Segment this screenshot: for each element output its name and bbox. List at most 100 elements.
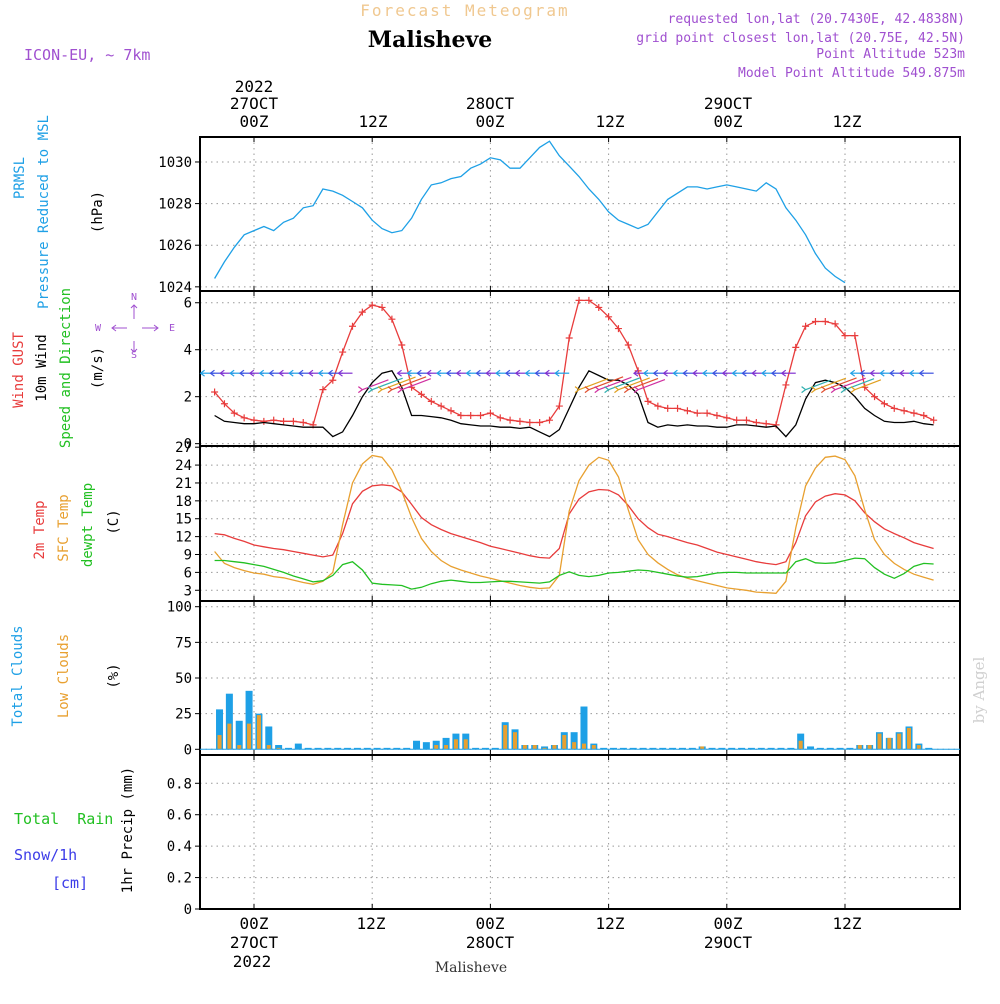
gust-marker xyxy=(319,386,327,394)
wind-arrow-head xyxy=(721,369,728,377)
wind-arrow-head xyxy=(475,369,481,377)
gust-marker xyxy=(683,407,691,415)
wind-arrow-head xyxy=(485,369,491,377)
gust-marker xyxy=(595,303,603,311)
low-cloud-bar xyxy=(463,739,468,750)
wind-arrow-head xyxy=(298,369,304,377)
wind-arrow-head xyxy=(288,369,294,377)
gust-marker xyxy=(417,390,425,398)
wind-arrow-head xyxy=(219,369,225,377)
panel-frame xyxy=(199,445,961,602)
gust-marker xyxy=(260,417,268,425)
total-cloud-bar xyxy=(846,747,854,750)
low-cloud-bar xyxy=(276,747,281,750)
wind-arrow-head xyxy=(455,369,462,377)
total-cloud-bar xyxy=(383,747,391,750)
wind-arrow xyxy=(371,377,403,391)
wind-arrow-head xyxy=(731,369,737,377)
pressure-series-line xyxy=(214,140,846,284)
top-time-label: 12Z xyxy=(596,112,625,131)
gust-marker xyxy=(811,318,819,326)
total-cloud-bar xyxy=(826,747,834,750)
bottom-date-3: 29OCT xyxy=(704,933,753,952)
wind-arrow-head xyxy=(780,369,787,377)
wind-arrow-head xyxy=(524,369,531,377)
gust-marker xyxy=(664,404,672,412)
wind-arrow-head xyxy=(849,369,856,377)
gust-marker xyxy=(605,313,613,321)
wind-unit: (m/s) xyxy=(90,347,106,389)
total-cloud-bar xyxy=(275,745,283,750)
low-cloud-bar xyxy=(227,723,232,750)
gust-marker xyxy=(792,343,800,351)
low-cloud-bar xyxy=(867,745,872,750)
total-cloud-bar xyxy=(225,693,233,750)
bottom-time-label: 12Z xyxy=(833,914,862,933)
total-cloud-bar xyxy=(294,743,302,750)
total-cloud-bar xyxy=(925,747,933,750)
wind-arrow-head xyxy=(662,369,668,377)
credit-watermark: by Angel xyxy=(970,656,988,723)
wind-arrow-head xyxy=(554,369,560,377)
wind-arrow-head xyxy=(594,386,600,394)
gust-marker xyxy=(644,397,652,405)
gust-marker xyxy=(477,411,485,419)
total-cloud-bar xyxy=(481,747,489,750)
gust-marker xyxy=(220,400,228,408)
total-cloud-bar xyxy=(373,747,381,750)
gust-marker xyxy=(585,296,593,304)
y-tick-label: 100 xyxy=(167,600,192,616)
gust-marker xyxy=(339,348,347,356)
low-cloud-bar xyxy=(552,745,557,750)
total-cloud-bar xyxy=(413,740,421,750)
wind-arrow-head xyxy=(239,369,245,377)
snow-label: Snow/1h xyxy=(14,846,77,864)
y-tick-label: 50 xyxy=(175,671,192,687)
wind-arrow xyxy=(854,379,882,391)
gust-marker xyxy=(437,402,445,410)
rain-label: Total Rain xyxy=(14,810,113,828)
panel-frame xyxy=(199,754,961,910)
wind-arrow-head xyxy=(830,386,837,394)
bottom-time-label: 12Z xyxy=(357,914,386,933)
top-time-label: 00Z xyxy=(476,112,505,131)
gust-marker xyxy=(762,420,770,428)
wind-arrow-head xyxy=(682,369,688,377)
total-cloud-bar xyxy=(738,747,746,750)
wind-arrow-head xyxy=(859,369,865,377)
gust-marker xyxy=(398,341,406,349)
product-title: Forecast Meteogram xyxy=(360,1,569,20)
y-tick-label: 27 xyxy=(175,440,192,456)
bottom-time-label: 00Z xyxy=(476,914,505,933)
bottom-time-label: 00Z xyxy=(714,914,743,933)
wind-arrow-head xyxy=(869,369,875,377)
wind-arrow-head xyxy=(692,369,698,377)
wind-arrow xyxy=(608,377,641,391)
wind-arrow-head xyxy=(317,369,324,377)
y-tick-label: 6 xyxy=(184,296,192,312)
low-cloud-bar xyxy=(237,745,242,750)
low-cloud-bar xyxy=(522,745,527,750)
total-cloud-bar xyxy=(718,747,726,750)
wind-arrow xyxy=(815,377,847,391)
gust-marker xyxy=(772,421,780,429)
compass-east: E xyxy=(169,323,175,334)
gust-marker xyxy=(211,388,219,396)
total-cloud-bar xyxy=(669,747,677,750)
gust-marker xyxy=(289,417,297,425)
bottom-time-label: 12Z xyxy=(596,914,625,933)
gridpoint-coords: grid point closest lon,lat (20.75E, 42.5… xyxy=(636,31,965,46)
total-cloud-bar xyxy=(600,747,608,750)
bottom-date-2: 28OCT xyxy=(466,933,515,952)
gust-marker xyxy=(427,397,435,405)
gust-marker xyxy=(614,325,622,333)
total-cloud-bar xyxy=(747,747,755,750)
gust-marker xyxy=(703,409,711,417)
wind-arrow xyxy=(381,376,416,391)
wind-arrow-head xyxy=(840,386,846,394)
pressure-title-1: PRMSL xyxy=(12,157,28,199)
panel-frame xyxy=(199,136,961,292)
total-cloud-bar xyxy=(216,709,224,750)
total-cloud-bar xyxy=(619,747,627,750)
